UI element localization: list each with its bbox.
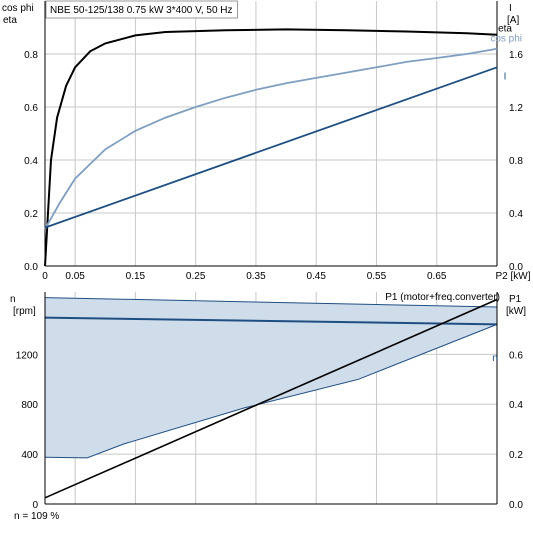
top-left-tick-label: 0.6 — [24, 103, 38, 114]
top-x-tick-label: 0.15 — [126, 271, 146, 282]
top-right-axis-label: I — [509, 3, 512, 14]
top-left-axis-label: cos phi — [2, 3, 34, 14]
p1-power-line — [44, 298, 498, 499]
series-line-cos-phi — [44, 47, 498, 230]
speed-nominal-line — [44, 316, 498, 326]
bottom-right-tick-label: 0.0 — [509, 500, 523, 511]
series-label-eta: eta — [498, 24, 512, 35]
top-x-tick-label: 0.05 — [65, 271, 85, 282]
bottom-left-axis-label: n — [10, 294, 16, 305]
top-right-tick-label: 0.8 — [509, 156, 523, 167]
top-x-tick-label: 0.45 — [306, 271, 326, 282]
speed-range-area — [45, 297, 497, 458]
bottom-chart: 0 400 800 1200 0.0 0.2 0.4 0.6 n P1 (motor+freq.c… — [10, 292, 526, 511]
bottom-right-tick-label: 0.2 — [509, 450, 523, 461]
bottom-left-tick-label: 0 — [32, 500, 38, 511]
series-label-cos-phi: cos phi — [490, 34, 522, 45]
bottom-right-axis-label: [kW] — [506, 306, 526, 317]
top-right-axis-label: [A] — [507, 15, 519, 26]
speed-footnote: n = 109 % — [14, 511, 60, 522]
top-left-axis-label: eta — [3, 15, 17, 26]
top-x-tick-label: 0.65 — [427, 271, 447, 282]
bottom-left-tick-label: 800 — [21, 400, 38, 411]
top-right-tick-label: 1.6 — [509, 50, 523, 61]
bottom-left-axis-label: [rpm] — [13, 306, 36, 317]
bottom-series — [44, 297, 498, 499]
speed-series-label: n — [492, 353, 498, 364]
bottom-left-tick-label: 1200 — [16, 350, 39, 361]
bottom-labels: 0 400 800 1200 0.0 0.2 0.4 0.6 n P1 (motor+freq.c… — [10, 292, 526, 511]
title-box — [45, 0, 239, 19]
series-label-I: I — [504, 71, 507, 82]
bottom-left-tick-label: 400 — [21, 450, 38, 461]
top-x-tick-label: 0.55 — [367, 271, 387, 282]
speed-min-line — [44, 323, 498, 459]
series-line-eta — [44, 28, 498, 267]
bottom-right-tick-label: 0.6 — [509, 350, 523, 361]
p1-series-label: P1 (motor+freq.converter) — [385, 292, 500, 303]
series-line-I — [44, 66, 498, 229]
top-x-tick-label: 0 — [42, 271, 48, 282]
top-right-tick-label: 0.0 — [509, 262, 523, 273]
chart-title: NBE 50-125/138 0.75 kW 3*400 V, 50 Hz — [50, 5, 233, 16]
bottom-right-tick-label: 0.4 — [509, 400, 523, 411]
bottom-right-axis-label: P1 — [509, 294, 522, 305]
bottom-chart-frame — [44, 292, 498, 505]
top-labels: 0 0.05 0.15 0.25 0.35 0.45 0.55 0.65 P2 [kW]0.00… — [2, 3, 531, 282]
speed-max-line — [44, 297, 498, 308]
top-right-tick-label: 0.4 — [509, 209, 523, 220]
top-left-tick-label: 0.0 — [24, 262, 38, 273]
top-left-tick-label: 0.4 — [24, 156, 38, 167]
top-right-tick-label: 1.2 — [509, 103, 523, 114]
top-grid — [45, 1, 498, 266]
top-left-tick-label: 0.2 — [24, 209, 38, 220]
top-chart-frame — [44, 0, 498, 267]
top-x-axis-label: P2 [kW] — [495, 271, 530, 282]
top-x-tick-label: 0.35 — [246, 271, 266, 282]
top-left-tick-label: 0.8 — [24, 50, 38, 61]
top-x-tick-label: 0.25 — [186, 271, 206, 282]
